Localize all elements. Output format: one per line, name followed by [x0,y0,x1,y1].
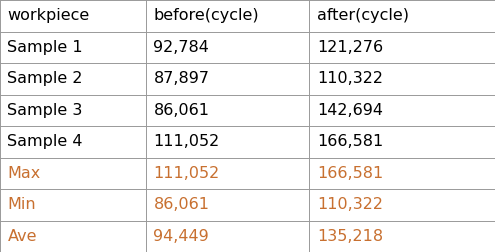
Text: Min: Min [7,197,36,212]
Text: 110,322: 110,322 [317,197,383,212]
Text: 111,052: 111,052 [153,166,220,181]
Text: 87,897: 87,897 [153,71,209,86]
Text: Sample 1: Sample 1 [7,40,83,55]
Text: 121,276: 121,276 [317,40,383,55]
Text: Max: Max [7,166,41,181]
Text: Sample 2: Sample 2 [7,71,83,86]
Text: workpiece: workpiece [7,8,90,23]
Text: Ave: Ave [7,229,37,244]
Text: 94,449: 94,449 [153,229,209,244]
Text: 86,061: 86,061 [153,103,209,118]
Text: before(cycle): before(cycle) [153,8,259,23]
Text: 110,322: 110,322 [317,71,383,86]
Text: 166,581: 166,581 [317,166,383,181]
Text: 92,784: 92,784 [153,40,209,55]
Text: 111,052: 111,052 [153,134,220,149]
Text: 135,218: 135,218 [317,229,383,244]
Text: 166,581: 166,581 [317,134,383,149]
Text: after(cycle): after(cycle) [317,8,409,23]
Text: 86,061: 86,061 [153,197,209,212]
Text: 142,694: 142,694 [317,103,383,118]
Text: Sample 3: Sample 3 [7,103,83,118]
Text: Sample 4: Sample 4 [7,134,83,149]
